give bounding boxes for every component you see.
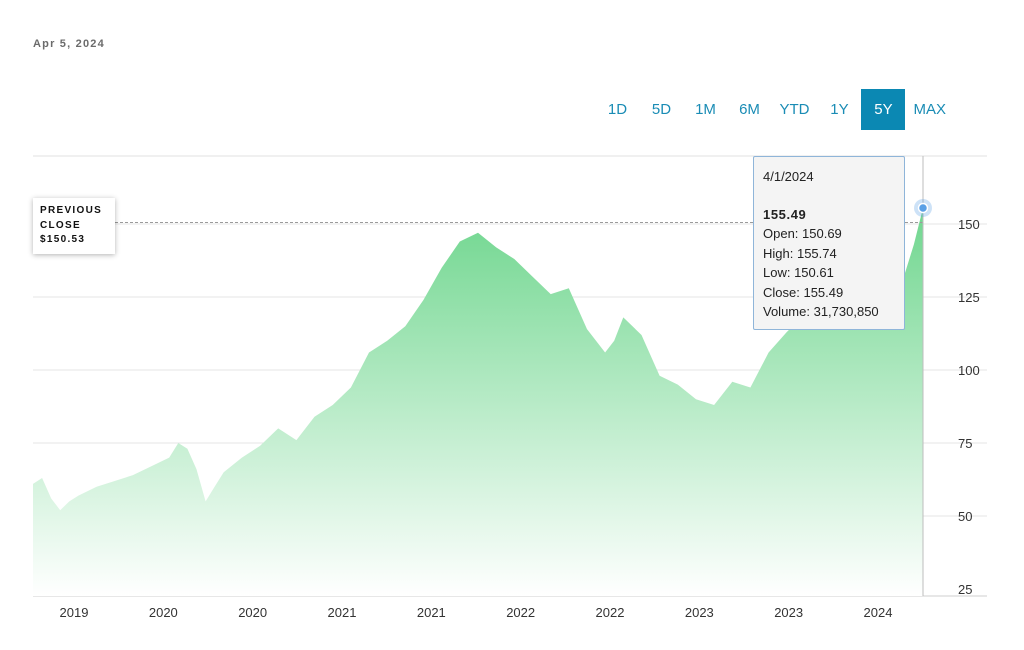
- x-tick-label: 2020: [149, 605, 178, 620]
- range-6m-button[interactable]: 6M: [739, 101, 760, 118]
- range-1d-button[interactable]: 1D: [607, 101, 628, 118]
- previous-close-title-1: PREVIOUS: [40, 205, 103, 216]
- previous-close-value: $150.53: [40, 234, 86, 245]
- price-tooltip: 4/1/2024 155.49 Open: 150.69 High: 155.7…: [753, 156, 905, 330]
- x-tick-label: 2019: [60, 605, 89, 620]
- tooltip-close: Close: 155.49: [763, 284, 844, 300]
- x-tick-label: 2023: [774, 605, 803, 620]
- y-tick-label: 125: [958, 290, 980, 305]
- range-5y-button[interactable]: 5Y: [861, 89, 906, 130]
- tooltip-open: Open: 150.69: [763, 226, 842, 241]
- range-1y-button[interactable]: 1Y: [830, 101, 849, 118]
- tooltip-high: High: 155.74: [763, 245, 837, 261]
- y-tick-label: 150: [958, 217, 980, 232]
- previous-close-title-2: CLOSE: [40, 219, 81, 231]
- range-1m-button[interactable]: 1M: [695, 101, 716, 118]
- tooltip-low: Low: 150.61: [763, 265, 834, 280]
- x-tick-label: 2021: [417, 605, 446, 620]
- y-tick-label: 100: [958, 363, 980, 378]
- x-tick-label: 2020: [238, 605, 267, 620]
- tooltip-volume: Volume: 31,730,850: [763, 304, 879, 319]
- price-area: [33, 208, 923, 596]
- range-max-button[interactable]: MAX: [913, 101, 946, 118]
- range-selector: 1D 5D 1M 6M YTD 1Y 5Y MAX: [595, 89, 954, 130]
- tooltip-price: 155.49: [763, 206, 807, 222]
- y-tick-label: 25: [958, 582, 972, 597]
- y-tick-label: 75: [958, 436, 972, 451]
- range-ytd-button[interactable]: YTD: [779, 101, 810, 118]
- previous-close-label: PREVIOUS CLOSE $150.53: [33, 198, 115, 254]
- range-5d-button[interactable]: 5D: [651, 101, 672, 118]
- x-tick-label: 2023: [685, 605, 714, 620]
- y-tick-label: 50: [958, 509, 972, 524]
- x-tick-label: 2021: [328, 605, 357, 620]
- x-tick-label: 2022: [596, 605, 625, 620]
- x-tick-label: 2022: [506, 605, 535, 620]
- tooltip-date: 4/1/2024: [763, 169, 814, 184]
- date-label: Apr 5, 2024: [33, 38, 105, 50]
- hover-marker[interactable]: [917, 202, 929, 214]
- x-tick-label: 2024: [864, 605, 893, 620]
